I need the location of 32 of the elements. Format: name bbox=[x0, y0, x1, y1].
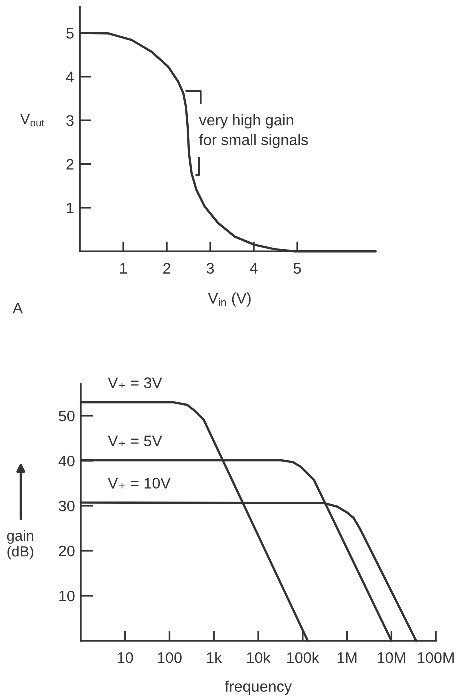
y-axis-title: gain (dB) bbox=[7, 530, 34, 560]
x-tick-label: 10k bbox=[247, 652, 271, 664]
x-axis-title: V$_{in}$ (V) bbox=[208, 292, 251, 307]
y-tick-label: 30 bbox=[58, 500, 75, 512]
y-tick-label: 1 bbox=[67, 202, 74, 214]
y-tick-label: 50 bbox=[59, 410, 75, 422]
x-tick-label: 100M bbox=[418, 652, 454, 664]
annotation: very high gain for small signals bbox=[199, 114, 308, 149]
y-axis-title: V$_{out}$ bbox=[20, 114, 44, 127]
x-tick-label: 1 bbox=[120, 263, 128, 274]
text: A bbox=[12, 303, 24, 314]
x-tick-label: 10M bbox=[378, 652, 406, 664]
y-tick-label: 40 bbox=[58, 456, 75, 467]
series-label: V₊ = 3V bbox=[108, 378, 162, 388]
y-tick-label: 20 bbox=[59, 546, 75, 557]
y-tick-label: 3 bbox=[66, 115, 74, 126]
x-tick-label: 2 bbox=[164, 263, 171, 274]
x-tick-label: 100k bbox=[288, 652, 320, 664]
x-tick-label: 3 bbox=[206, 263, 214, 274]
x-tick-label: 5 bbox=[294, 263, 302, 274]
x-tick-label: 10 bbox=[118, 652, 134, 664]
series-label: V₊ = 5V bbox=[108, 436, 162, 447]
x-tick-label: 100 bbox=[158, 652, 182, 664]
y-tick-label: 2 bbox=[66, 159, 74, 170]
y-tick-label: 5 bbox=[66, 28, 74, 39]
x-axis-title: frequency bbox=[225, 680, 292, 696]
y-tick-label: 4 bbox=[66, 72, 74, 82]
x-tick-label: 1k bbox=[207, 652, 222, 664]
x-tick-label: 1M bbox=[338, 652, 357, 664]
x-tick-label: 4 bbox=[250, 263, 258, 274]
series-label: V₊ = 10V bbox=[108, 478, 171, 489]
y-tick-label: 10 bbox=[60, 590, 75, 602]
